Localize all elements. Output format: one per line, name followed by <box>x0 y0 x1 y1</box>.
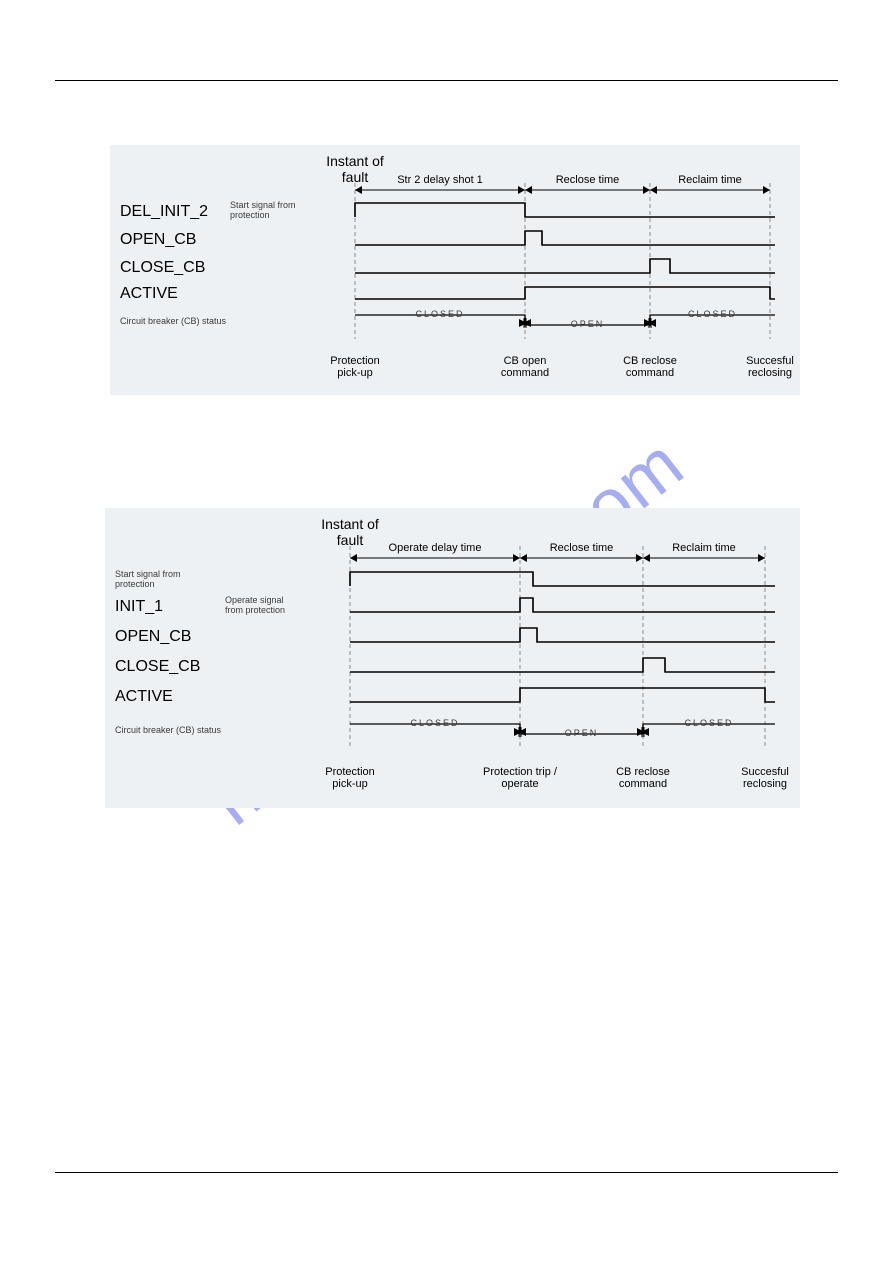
signal-sublabel: Start signal from protection <box>115 570 181 590</box>
timing-diagram: Instant of fault Str 2 delay shot 1 Reclos… <box>110 145 800 395</box>
time-segment-label: Reclaim time <box>678 174 742 186</box>
signal-sublabel: Start signal from protection <box>230 201 296 221</box>
signal-name: OPEN_CB <box>115 628 191 646</box>
time-segment-label: Str 2 delay shot 1 <box>397 174 483 186</box>
top-rule <box>55 80 838 81</box>
bottom-rule <box>55 1172 838 1173</box>
status-span-label: CLOSED <box>684 718 733 728</box>
signal-name: CLOSE_CB <box>115 658 200 676</box>
event-label: CB open command <box>501 355 549 379</box>
signal-name: INIT_1 <box>115 598 163 616</box>
status-row-label: Circuit breaker (CB) status <box>120 317 226 327</box>
event-label: Protection trip / operate <box>483 766 557 790</box>
event-label: CB reclose command <box>616 766 670 790</box>
time-segment-label: Reclose time <box>550 542 614 554</box>
event-label: CB reclose command <box>623 355 677 379</box>
status-span-label: CLOSED <box>415 309 464 319</box>
event-label: Succesful reclosing <box>746 355 794 379</box>
signal-name: OPEN_CB <box>120 231 196 249</box>
timing-diagram: Instant of fault Operate delay time Reclos… <box>105 508 800 808</box>
status-span-label: OPEN <box>571 319 605 329</box>
status-span-label: CLOSED <box>410 718 459 728</box>
status-span-label: OPEN <box>565 728 599 738</box>
header-label: Instant of fault <box>326 153 384 185</box>
signal-name: ACTIVE <box>120 285 178 303</box>
event-label: Protection pick-up <box>325 766 375 790</box>
header-label: Instant of fault <box>321 516 379 548</box>
time-segment-label: Operate delay time <box>389 542 482 554</box>
status-span-label: CLOSED <box>688 309 737 319</box>
event-label: Protection pick-up <box>330 355 380 379</box>
page: manualshive.com Instant of faultStr 2 de… <box>0 0 893 1263</box>
event-label: Succesful reclosing <box>741 766 789 790</box>
signal-name: CLOSE_CB <box>120 259 205 277</box>
status-row-label: Circuit breaker (CB) status <box>115 726 221 736</box>
signal-name: ACTIVE <box>115 688 173 706</box>
time-segment-label: Reclaim time <box>672 542 736 554</box>
signal-name: DEL_INIT_2 <box>120 203 208 221</box>
time-segment-label: Reclose time <box>556 174 620 186</box>
signal-sublabel: Operate signal from protection <box>225 596 285 616</box>
